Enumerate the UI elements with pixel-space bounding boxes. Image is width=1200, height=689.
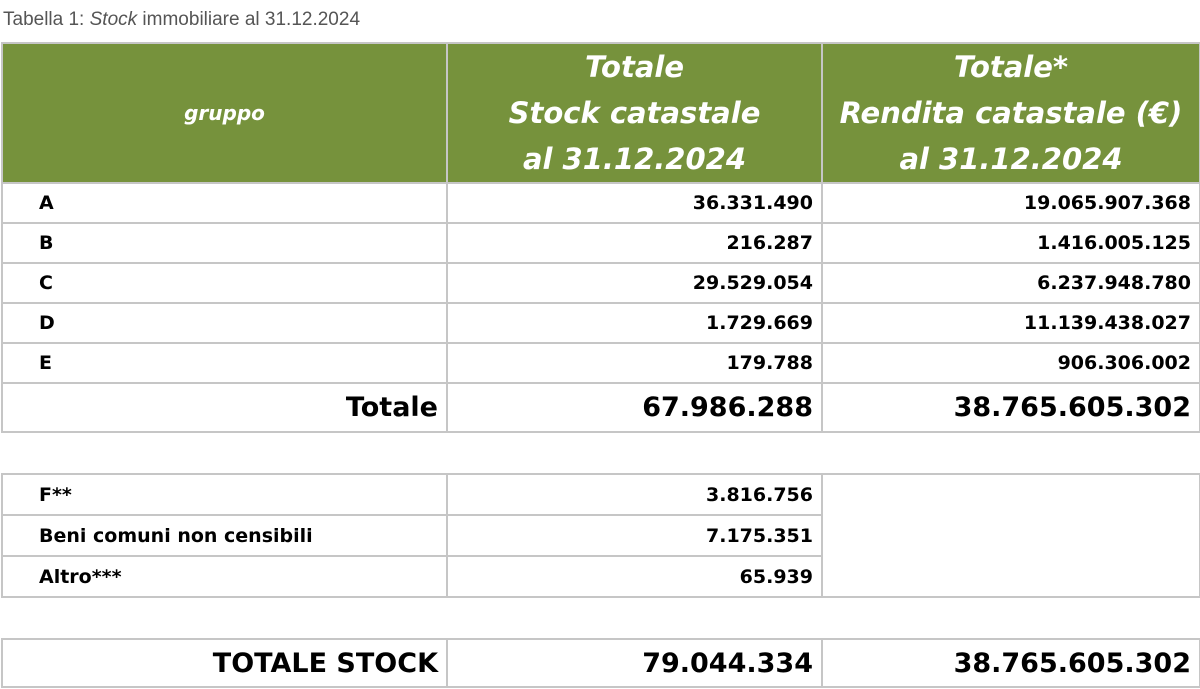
row-stock: 216.287 — [446, 222, 823, 264]
header-row: gruppo Totale Stock catastale al 31.12.2… — [1, 42, 1200, 184]
table-row: B 216.287 1.416.005.125 — [1, 222, 1200, 264]
row-rendita: 6.237.948.780 — [821, 262, 1200, 304]
totale-stock: 67.986.288 — [446, 382, 823, 433]
totale-rendita: 38.765.605.302 — [821, 382, 1200, 433]
row-stock: 1.729.669 — [446, 302, 823, 344]
table-row: A 36.331.490 19.065.907.368 — [1, 182, 1200, 224]
extra-row: Altro*** 65.939 — [1, 555, 1200, 598]
header-rendita: Totale* Rendita catastale (€) al 31.12.2… — [821, 42, 1200, 184]
header-gruppo: gruppo — [1, 42, 448, 184]
extra-label: F** — [1, 473, 448, 516]
extra-label: Beni comuni non censibili — [1, 514, 448, 557]
totale-stock-table: TOTALE STOCK 79.044.334 38.765.605.302 — [1, 638, 1200, 688]
caption-suffix: immobiliare al 31.12.2024 — [137, 9, 361, 30]
header-stock-line-3: al 31.12.2024 — [522, 142, 747, 176]
extra-empty-cell — [821, 473, 1200, 598]
header-stock: Totale Stock catastale al 31.12.2024 — [446, 42, 823, 184]
row-stock: 29.529.054 — [446, 262, 823, 304]
extra-row: Beni comuni non censibili 7.175.351 — [1, 514, 1200, 557]
extra-label: Altro*** — [1, 555, 448, 598]
row-rendita: 11.139.438.027 — [821, 302, 1200, 344]
table-row: D 1.729.669 11.139.438.027 — [1, 302, 1200, 344]
extra-stock: 65.939 — [446, 555, 823, 598]
header-rendita-line-3: al 31.12.2024 — [899, 142, 1123, 176]
table-caption: Tabella 1: Stock immobiliare al 31.12.20… — [3, 9, 360, 31]
row-stock: 36.331.490 — [446, 182, 823, 224]
row-gruppo: D — [1, 302, 448, 344]
header-stock-line-2: Stock catastale — [508, 96, 761, 130]
row-gruppo: B — [1, 222, 448, 264]
totale-stock-label: TOTALE STOCK — [1, 638, 448, 688]
table-row: E 179.788 906.306.002 — [1, 342, 1200, 384]
table-row: C 29.529.054 6.237.948.780 — [1, 262, 1200, 304]
caption-prefix: Tabella 1: — [3, 9, 90, 30]
totale-stock-value: 79.044.334 — [446, 638, 823, 688]
extra-table: F** 3.816.756 Beni comuni non censibili … — [1, 473, 1200, 598]
totale-stock-row: TOTALE STOCK 79.044.334 38.765.605.302 — [1, 638, 1200, 688]
row-stock: 179.788 — [446, 342, 823, 384]
row-rendita: 1.416.005.125 — [821, 222, 1200, 264]
totale-stock-rendita: 38.765.605.302 — [821, 638, 1200, 688]
stock-table: gruppo Totale Stock catastale al 31.12.2… — [1, 42, 1200, 433]
totale-label: Totale — [1, 382, 448, 433]
extra-stock: 3.816.756 — [446, 473, 823, 516]
totale-row: Totale 67.986.288 38.765.605.302 — [1, 382, 1200, 433]
extra-row: F** 3.816.756 — [1, 473, 1200, 598]
header-rendita-line-1: Totale* — [953, 50, 1069, 84]
extra-stock: 7.175.351 — [446, 514, 823, 557]
row-rendita: 906.306.002 — [821, 342, 1200, 384]
row-gruppo: E — [1, 342, 448, 384]
row-rendita: 19.065.907.368 — [821, 182, 1200, 224]
row-gruppo: C — [1, 262, 448, 304]
row-gruppo: A — [1, 182, 448, 224]
header-stock-line-1: Totale — [584, 50, 684, 84]
caption-italic: Stock — [89, 9, 138, 30]
header-rendita-line-2: Rendita catastale (€) — [839, 96, 1183, 130]
